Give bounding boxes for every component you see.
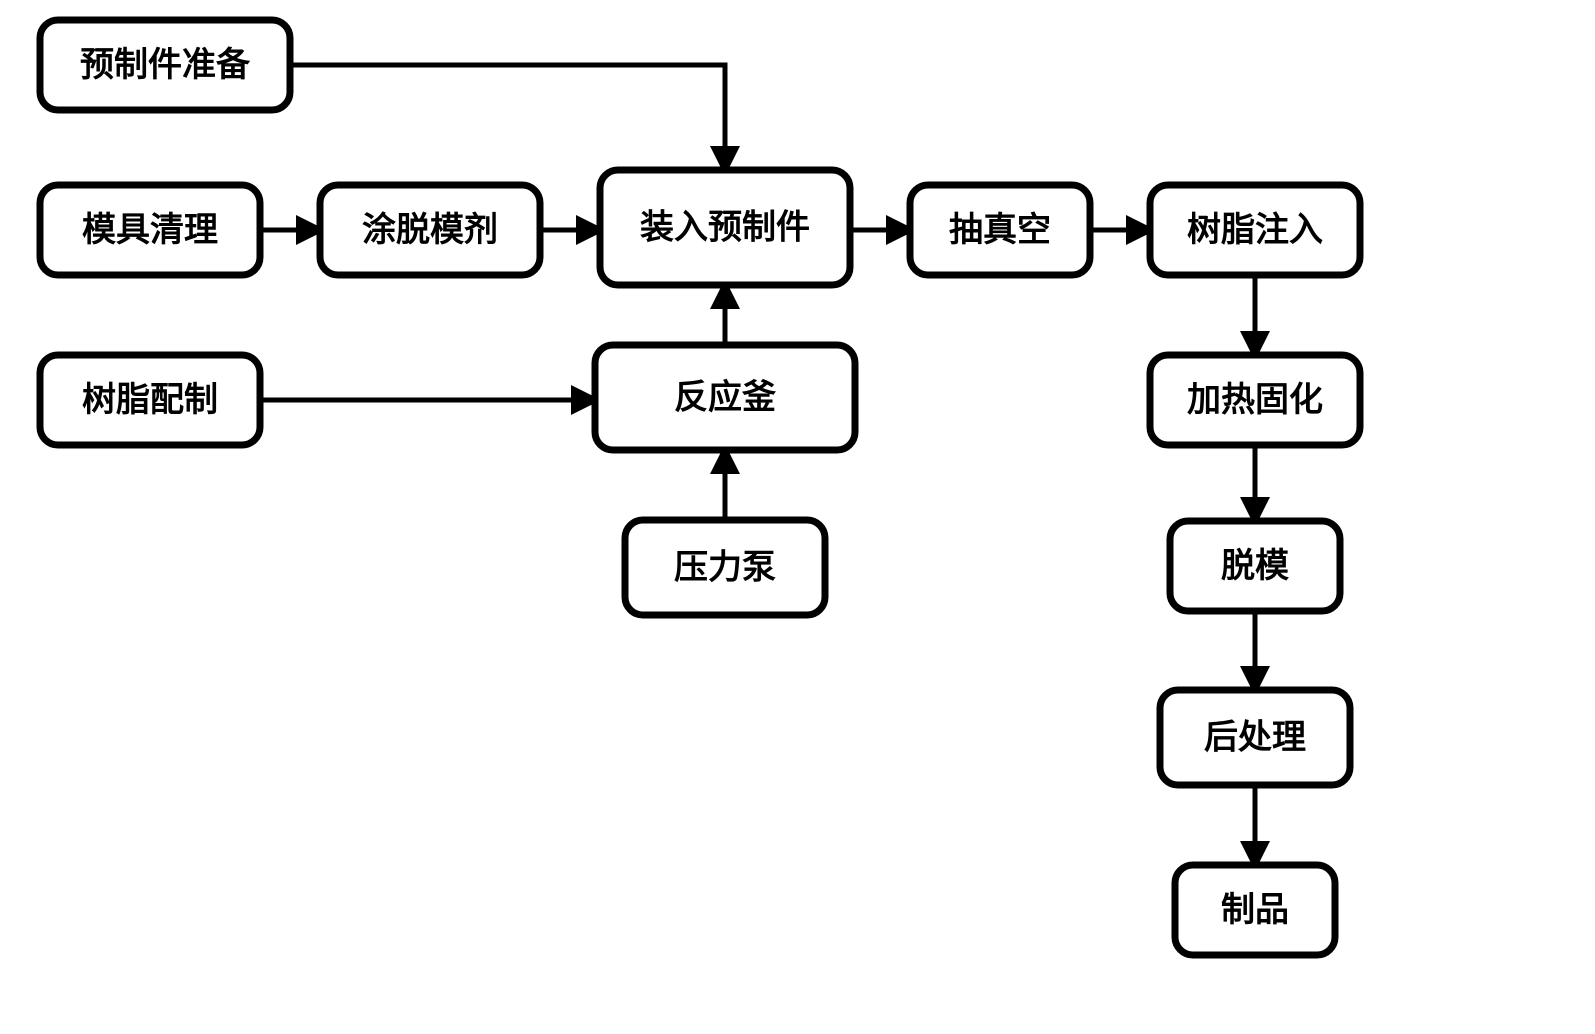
node-vacuum: 抽真空: [910, 185, 1090, 275]
node-label-release_agent: 涂脱模剂: [362, 210, 498, 249]
node-product: 制品: [1175, 865, 1335, 955]
node-label-resin_inject: 树脂注入: [1187, 211, 1323, 249]
node-pump: 压力泵: [625, 520, 825, 615]
node-resin_prep: 树脂配制: [40, 355, 260, 445]
node-load_preform: 装入预制件: [600, 170, 850, 285]
node-label-load_preform: 装入预制件: [640, 208, 810, 246]
node-label-resin_prep: 树脂配制: [82, 381, 218, 419]
node-mold_clean: 模具清理: [40, 185, 260, 275]
node-label-post: 后处理: [1204, 718, 1306, 756]
node-cure: 加热固化: [1150, 355, 1360, 445]
node-release_agent: 涂脱模剂: [320, 185, 540, 275]
node-label-demold: 脱模: [1221, 547, 1289, 585]
node-label-product: 制品: [1221, 891, 1289, 929]
node-reactor: 反应釜: [595, 345, 855, 450]
node-demold: 脱模: [1170, 521, 1340, 611]
node-label-cure: 加热固化: [1187, 381, 1323, 419]
node-label-mold_clean: 模具清理: [82, 211, 218, 249]
node-label-vacuum: 抽真空: [949, 211, 1051, 249]
node-preform_prep: 预制件准备: [40, 20, 290, 110]
node-label-reactor: 反应釜: [674, 378, 776, 416]
edge-preform_prep-to-load_preform: [290, 65, 725, 170]
nodes-layer: 预制件准备模具清理 涂脱模剂 装入预制件 抽真空 树脂注入树脂配制 反应釜压力泵 加热固化脱…: [40, 20, 1360, 955]
flowchart-canvas: 预制件准备模具清理 涂脱模剂 装入预制件 抽真空 树脂注入树脂配制 反应釜压力泵 加热固化脱…: [0, 0, 1595, 1034]
node-resin_inject: 树脂注入: [1150, 185, 1360, 275]
node-label-pump: 压力泵: [674, 548, 776, 586]
node-label-preform_prep: 预制件准备: [80, 46, 251, 84]
node-post: 后处理: [1160, 690, 1350, 785]
